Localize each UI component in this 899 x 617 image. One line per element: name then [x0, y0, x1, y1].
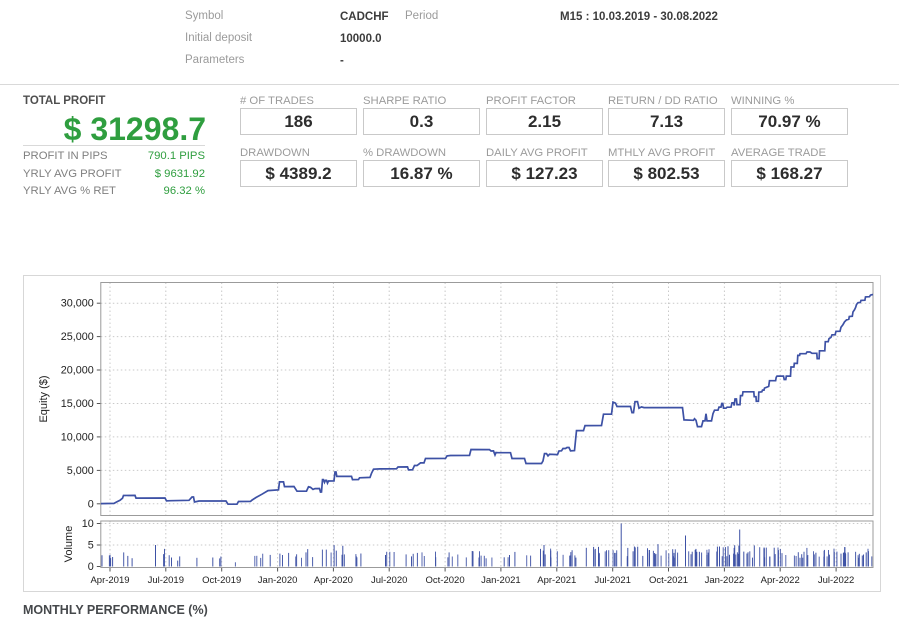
svg-text:Apr-2022: Apr-2022: [761, 575, 800, 586]
svg-text:25,000: 25,000: [61, 331, 94, 343]
svg-text:0: 0: [88, 498, 94, 510]
svg-text:Jan-2021: Jan-2021: [481, 575, 521, 586]
svg-text:Jul-2021: Jul-2021: [594, 575, 630, 586]
svg-text:5: 5: [88, 540, 94, 552]
svg-text:10: 10: [82, 518, 94, 530]
svg-text:Apr-2021: Apr-2021: [537, 575, 576, 586]
svg-text:Volume: Volume: [63, 526, 75, 563]
svg-text:15,000: 15,000: [61, 398, 94, 410]
svg-text:10,000: 10,000: [61, 431, 94, 443]
svg-text:Jan-2020: Jan-2020: [258, 575, 298, 586]
svg-text:5,000: 5,000: [67, 465, 94, 477]
svg-text:Jul-2022: Jul-2022: [818, 575, 854, 586]
svg-text:30,000: 30,000: [61, 298, 94, 310]
svg-text:Jul-2019: Jul-2019: [148, 575, 184, 586]
svg-text:20,000: 20,000: [61, 365, 94, 377]
svg-text:Oct-2019: Oct-2019: [202, 575, 241, 586]
svg-text:Apr-2020: Apr-2020: [314, 575, 353, 586]
svg-text:Equity ($): Equity ($): [38, 375, 50, 422]
svg-text:Oct-2021: Oct-2021: [649, 575, 688, 586]
svg-text:Apr-2019: Apr-2019: [90, 575, 129, 586]
svg-text:0: 0: [88, 561, 94, 573]
svg-text:Jan-2022: Jan-2022: [705, 575, 745, 586]
svg-text:Jul-2020: Jul-2020: [371, 575, 407, 586]
svg-text:Oct-2020: Oct-2020: [426, 575, 465, 586]
